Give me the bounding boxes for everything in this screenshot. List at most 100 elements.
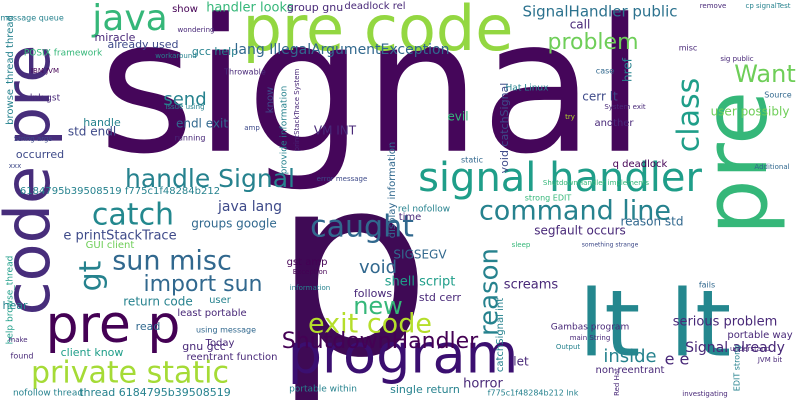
word: IBM JVM [31,67,59,75]
word: endl exit [176,117,228,131]
word: client know [61,346,124,359]
word: cp signalTest [745,2,790,10]
word: horror [463,377,503,392]
word: miracle [95,31,136,44]
word: Want [734,60,796,88]
word: lnk gst [30,94,61,104]
word: another [594,118,634,129]
word: workaround [155,52,196,60]
word: evil [447,110,468,124]
word: sig public [720,55,753,63]
word: understand [730,345,770,353]
word: signal handler [418,155,702,201]
word: already used [107,38,178,51]
word: user possibly [711,105,790,119]
word: ShutdownHandler implements [543,179,650,187]
word: e printStackTrace [63,229,176,244]
word: browse_thread thread [5,15,16,125]
word: lt lt [579,270,732,377]
word: wondering [178,26,215,34]
word: Gambas program [551,323,629,333]
word: read [136,320,161,333]
word: java [91,0,167,39]
word: let [513,355,529,369]
word: display information [387,142,398,238]
word: java lang [217,199,282,215]
word: problem [547,30,638,55]
word: investigating [682,390,727,398]
word: href [621,57,635,82]
word: rel nofollow [398,205,450,215]
word: amp [244,124,260,132]
word: Red Hat [613,368,621,396]
word: hear [2,299,27,312]
word: misc [679,44,698,53]
word: lang IllegalArgumentException [235,42,450,58]
word: SignalHandler public [522,3,677,21]
word: time [399,212,422,223]
word: handler looks [206,1,294,16]
word: make [8,336,27,344]
word: signal [98,0,645,195]
word: std cerr [419,291,462,304]
word: Signal already [685,340,785,356]
word: using message [196,326,256,335]
word: Source [764,91,792,100]
word: void catchSignal [498,83,511,174]
word: remove [700,2,727,10]
word: JVM bit [757,356,783,364]
word: strong EDIT [525,194,572,203]
word: 6184795b39508519 f775c1f48284b212 [20,186,220,197]
word: fails [699,281,715,290]
word: found [11,352,34,361]
word: catch [92,198,174,233]
word: code pre [0,45,64,316]
word: case [596,67,614,76]
word: xxx [9,162,21,170]
word: reason std [621,215,684,229]
word: handle Signal [125,164,295,193]
word: f775c1f48284b212 lnk [488,389,579,398]
word: gnu gcc [182,340,226,353]
word: reason [475,248,505,336]
word: command line [479,196,671,227]
word: segfault occurs [534,224,626,238]
word: help browse_thread [6,256,16,345]
word: EDIT strong [733,345,742,391]
word: private static [31,356,229,391]
word: send [163,89,206,110]
word: sun misc [112,246,232,277]
word: information [290,284,330,292]
word: thread 6184795b39508519 [79,386,231,399]
word: ShutdownHandler [282,329,479,354]
word: p [273,121,432,400]
word: pre code [243,0,514,65]
word: message queue [0,14,64,23]
word: try [565,113,575,121]
word: pre p [46,295,181,355]
word: user [209,295,232,306]
word: program [288,323,519,386]
word: catchSignal int [495,298,506,372]
word: show [172,4,198,15]
word: static [461,156,483,165]
word: GUI client [86,240,135,251]
word: serious problem [673,315,778,330]
word: follows [354,287,392,300]
word: gt [74,260,109,291]
word: portable way [727,330,792,341]
word: running [175,134,206,143]
word: std endl [68,125,116,139]
word: sleep [512,241,531,249]
word: Throwable [223,68,266,77]
word: String args [14,135,53,143]
word: void [359,257,397,278]
word: main String [570,334,611,342]
word: Additional [754,163,789,171]
word: gst amp [287,257,328,268]
word: new [353,292,403,320]
word: System exit [604,103,646,111]
word: Output [556,343,581,351]
